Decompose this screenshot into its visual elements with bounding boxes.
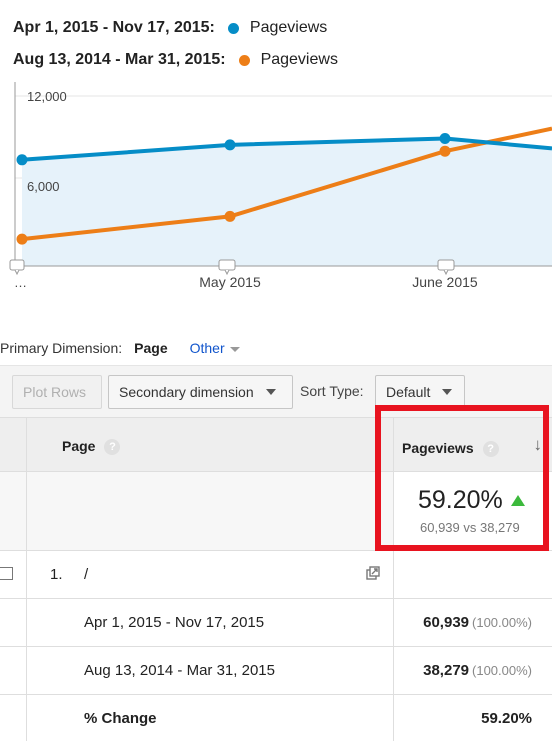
table-row: 1. / [0,551,552,599]
open-page-icon[interactable] [366,566,380,580]
highlight-box [375,405,549,551]
data-table: Page? Pageviews? ↓ 59.20% 60,939 vs 38,2… [0,417,552,741]
sort-type-label: Sort Type: [300,383,364,399]
row-check-cell [0,695,27,741]
previous-point-0[interactable] [16,233,28,245]
dimension-page-tab[interactable]: Page [134,340,168,356]
dimension-other-label: Other [189,340,225,356]
current-range-label: Apr 1, 2015 - Nov 17, 2015 [84,614,265,631]
legend-current-dot [227,22,239,34]
pageviews-column-header-label: Pageviews [402,440,474,456]
legend-current-range: Apr 1, 2015 - Nov 17, 2015: [13,19,215,36]
chevron-down-icon [265,389,276,395]
current-value-number: 60,939 [423,614,470,631]
secondary-dimension-label: Secondary dimension [119,384,254,400]
table-row: Aug 13, 2014 - Mar 31, 2015 38,279 (100.0… [0,647,552,695]
pageviews-line-chart[interactable]: 12,000 6,000 … May 2015 June 2015 [0,82,552,302]
row-check-cell [0,551,27,598]
current-value: 60,939 (100.00%) [423,614,532,631]
summary-comparison: 60,939 vs 38,279 [420,520,520,535]
legend-previous-metric: Pageviews [260,51,338,68]
row-index: 1. [50,566,63,583]
legend-previous-range: Aug 13, 2014 - Mar 31, 2015: [13,51,226,68]
table-row: % Change 59.20% [0,695,552,741]
x-tick-label-june: June 2015 [412,274,478,290]
percent-change-label: % Change [84,710,157,727]
sort-type-dropdown[interactable]: Default [375,375,465,409]
previous-value-share: (100.00%) [472,663,532,678]
previous-value-cell: 38,279 (100.00%) [393,647,552,694]
pageviews-column-header[interactable]: Pageviews? ↓ [393,418,552,471]
help-icon[interactable]: ? [104,439,121,456]
dimension-other-dropdown[interactable]: Other [190,340,240,356]
y-tick-label-6000: 6,000 [27,179,60,194]
previous-value-number: 38,279 [423,662,470,679]
page-column-header[interactable]: Page? [62,438,121,456]
y-tick-label-12000: 12,000 [27,89,67,104]
legend-item-current: Apr 1, 2015 - Nov 17, 2015: Pageviews [13,16,327,40]
percent-change-cell: 59.20% [393,695,552,741]
legend-current-metric: Pageviews [249,19,328,36]
primary-dimension-bar: Primary Dimension: Page Other [0,337,240,359]
pageviews-column-header-text: Pageviews? [402,440,499,458]
current-value-share: (100.00%) [472,615,532,630]
previous-range-label: Aug 13, 2014 - Mar 31, 2015 [84,662,275,679]
row-check-cell [0,599,27,646]
legend-item-previous: Aug 13, 2014 - Mar 31, 2015: Pageviews [13,48,338,72]
percent-change-number: 59.20% [481,710,532,727]
annotation-marker-icon[interactable] [9,259,25,276]
chart-points [16,133,451,245]
chevron-down-icon [442,389,453,395]
help-icon[interactable]: ? [482,441,499,458]
sort-descending-icon[interactable]: ↓ [533,435,543,454]
row-value-cell [393,551,552,598]
sort-type-value: Default [386,384,431,400]
plot-rows-button[interactable]: Plot Rows [12,375,102,409]
summary-check-cell [0,472,27,550]
table-row: Apr 1, 2015 - Nov 17, 2015 60,939 (100.00… [0,599,552,647]
current-value-cell: 60,939 (100.00%) [393,599,552,646]
page-column-header-label: Page [62,438,96,454]
summary-change: 59.20% [418,486,525,515]
current-point-2[interactable] [439,133,451,144]
annotation-marker-icon[interactable] [218,259,236,276]
summary-value-cell: 59.20% 60,939 vs 38,279 [393,472,552,550]
chevron-down-icon [229,346,240,352]
previous-point-1[interactable] [224,210,236,222]
primary-dimension-label: Primary Dimension: [0,340,123,356]
table-toolbar: Plot Rows Secondary dimension Sort Type:… [0,365,552,417]
previous-point-2[interactable] [439,145,451,157]
annotation-marker-icon[interactable] [437,259,455,276]
x-tick-label-may: May 2015 [199,274,261,290]
previous-value: 38,279 (100.00%) [423,662,532,679]
summary-row: 59.20% 60,939 vs 38,279 [0,472,552,551]
current-point-0[interactable] [16,154,28,166]
row-checkbox[interactable] [0,567,13,580]
row-page-link[interactable]: / [84,566,89,583]
row-check-cell [0,647,27,694]
x-tick-label-start: … [14,275,27,290]
legend-previous-dot [238,54,250,66]
table-header-row: Page? Pageviews? ↓ [0,417,552,472]
header-check-cell [0,418,27,471]
secondary-dimension-dropdown[interactable]: Secondary dimension [108,375,293,409]
previous-series-line [21,126,552,242]
arrow-up-icon [510,495,525,506]
current-series-line [21,136,552,162]
summary-change-value: 59.20% [418,486,503,514]
percent-change-value: 59.20% [481,710,532,727]
current-point-1[interactable] [224,139,236,151]
current-series-area [22,138,552,266]
